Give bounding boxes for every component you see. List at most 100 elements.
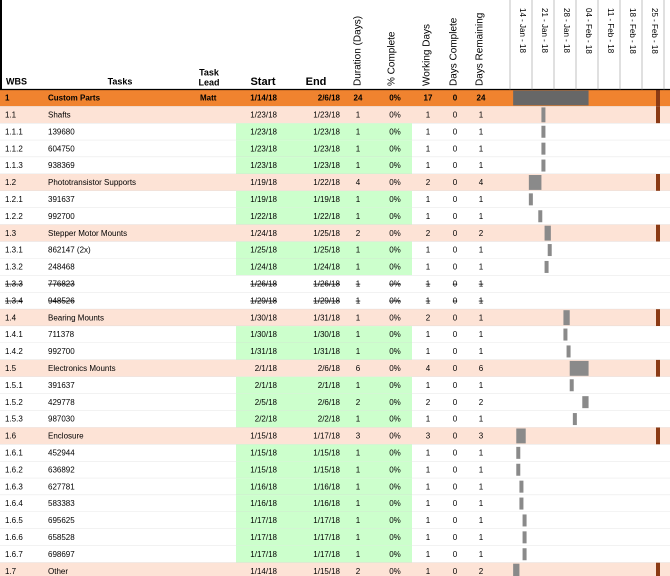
- cell: 0%: [389, 296, 401, 305]
- cell: 2: [479, 567, 484, 576]
- week-header: 18 - Feb - 18: [628, 8, 637, 54]
- cell: 0%: [389, 432, 401, 441]
- cell: 1.5: [5, 364, 17, 373]
- cell: 2: [426, 178, 431, 187]
- entry-cell: [236, 461, 412, 479]
- gantt-bar: [519, 497, 524, 510]
- cell: 1: [426, 347, 431, 356]
- cell: 1: [479, 110, 484, 119]
- cell: 0%: [389, 567, 401, 576]
- entry-cell: [236, 478, 412, 496]
- cell: 1: [356, 347, 361, 356]
- entry-cell: [236, 343, 412, 360]
- gantt-bar: [522, 548, 527, 561]
- cell: 1/17/18: [250, 516, 277, 525]
- cell: 1: [479, 144, 484, 153]
- cell: 0%: [389, 279, 401, 288]
- cell: 2: [356, 229, 361, 238]
- cell: 1: [426, 296, 431, 305]
- entry-cell: [236, 495, 412, 512]
- cell: 1: [356, 465, 361, 474]
- cell: 4: [479, 178, 484, 187]
- cell: 1: [479, 448, 484, 457]
- cell: 0: [453, 195, 458, 204]
- cell: Stepper Motor Mounts: [48, 229, 127, 238]
- cell: 0%: [389, 195, 401, 204]
- cell: 1/23/18: [313, 110, 340, 119]
- cell: 1.6.1: [5, 448, 23, 457]
- cell: 938369: [48, 161, 75, 170]
- cell: 1: [479, 330, 484, 339]
- cell: 1/15/18: [313, 567, 340, 576]
- cell: 0: [453, 313, 458, 322]
- cell: 0%: [389, 533, 401, 542]
- cell: 0: [453, 127, 458, 136]
- cell: 1/31/18: [313, 313, 340, 322]
- cell: 0%: [389, 499, 401, 508]
- cell: 0%: [389, 178, 401, 187]
- cell: 1: [479, 195, 484, 204]
- cell: 1.3.4: [5, 296, 23, 305]
- gantt-bar: [541, 142, 546, 155]
- cell: 1: [356, 195, 361, 204]
- cell: 987030: [48, 415, 75, 424]
- cell: 1.6.6: [5, 533, 23, 542]
- cell: Other: [48, 567, 68, 576]
- cell: 636892: [48, 465, 75, 474]
- today-marker: [656, 89, 660, 107]
- today-marker: [656, 359, 660, 377]
- cell: 1: [426, 144, 431, 153]
- cell: 1: [426, 161, 431, 170]
- cell: 2/2/18: [255, 415, 278, 424]
- entry-cell: [236, 207, 412, 225]
- cell: 1: [479, 313, 484, 322]
- cell: 1: [479, 415, 484, 424]
- cell: 0%: [389, 127, 401, 136]
- cell: 1.6: [5, 432, 17, 441]
- cell: 0%: [389, 212, 401, 221]
- cell: 1/17/18: [313, 550, 340, 559]
- gantt-bar: [547, 244, 552, 257]
- cell: 1: [426, 381, 431, 390]
- cell: 0%: [389, 448, 401, 457]
- entry-cell: [236, 376, 412, 394]
- row-background: [0, 359, 670, 377]
- cell: 1.6.4: [5, 499, 23, 508]
- cell: 1/14/18: [250, 94, 277, 103]
- cell: Matt: [200, 94, 217, 103]
- cell: 1/19/18: [250, 195, 277, 204]
- week-header: 25 - Feb - 18: [650, 8, 659, 54]
- row-background: [0, 562, 670, 576]
- cell: 1/22/18: [313, 178, 340, 187]
- cell: 1/15/18: [313, 448, 340, 457]
- cell: 2/1/18: [318, 381, 341, 390]
- entry-cell: [236, 140, 412, 158]
- cell: 1: [356, 482, 361, 491]
- cell: 0: [453, 432, 458, 441]
- cell: 1/23/18: [250, 127, 277, 136]
- cell: 1: [426, 415, 431, 424]
- cell: 1/16/18: [250, 482, 277, 491]
- cell: 2/6/18: [318, 94, 341, 103]
- cell: 604750: [48, 144, 75, 153]
- cell: 698697: [48, 550, 75, 559]
- cell: 3: [356, 432, 361, 441]
- cell: 2: [479, 229, 484, 238]
- cell: 992700: [48, 212, 75, 221]
- start-header: Start: [250, 76, 275, 88]
- entry-cell: [236, 241, 412, 259]
- cell: 1.3.2: [5, 263, 23, 272]
- cell: 1/17/18: [313, 516, 340, 525]
- row-background: [0, 292, 670, 310]
- cell: 1/29/18: [250, 296, 277, 305]
- cell: 1: [426, 533, 431, 542]
- gantt-bar: [582, 396, 589, 409]
- gantt-bar: [513, 563, 520, 576]
- cell: Electronics Mounts: [48, 364, 116, 373]
- cell: 0: [453, 465, 458, 474]
- row-background: [0, 106, 670, 124]
- week-header: 28 - Jan - 18: [562, 8, 571, 53]
- cell: 6: [356, 364, 361, 373]
- entry-cell: [236, 545, 412, 563]
